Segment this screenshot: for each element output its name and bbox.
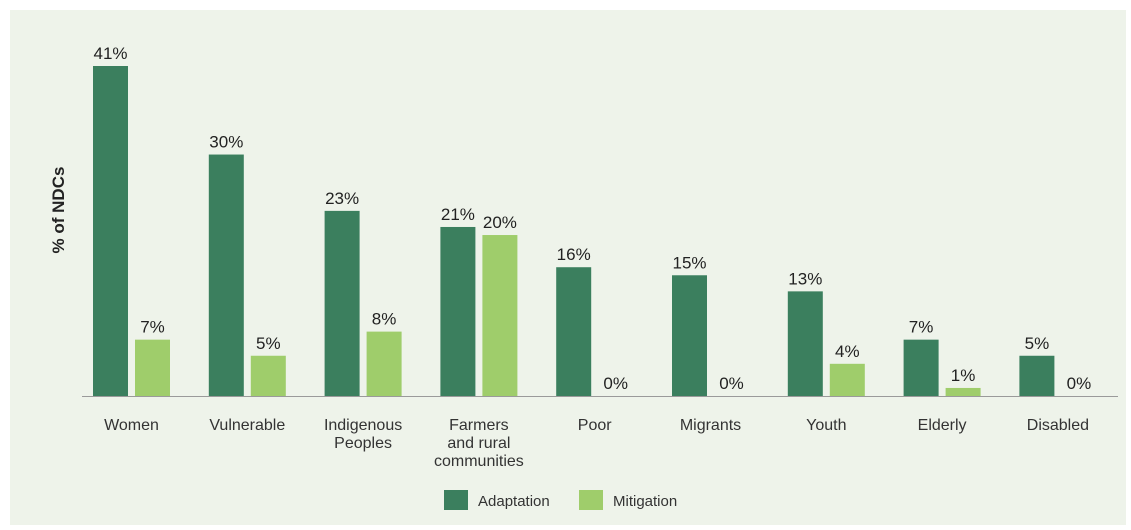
category-label-3: Farmers and rural communities: [434, 417, 524, 470]
value-label-adaptation-6: 13%: [788, 269, 822, 288]
bar-mitigation-6: [829, 363, 865, 396]
category-label-8: Disabled: [1027, 417, 1089, 434]
value-label-mitigation-1: 5%: [256, 334, 281, 353]
value-label-adaptation-3: 21%: [441, 205, 475, 224]
value-label-adaptation-2: 23%: [325, 189, 359, 208]
chart-panel: % of NDCs 41% 30% 23% 21% 16% 15% 13% 7% 5% 7% 5% 8%…: [10, 10, 1126, 525]
value-label-adaptation-8: 5%: [1025, 334, 1050, 353]
legend-label-mitigation: Mitigation: [613, 493, 677, 510]
bar-adaptation-0: [93, 66, 128, 396]
legend-swatch-adaptation: [444, 490, 468, 510]
bar-mitigation-0: [135, 339, 170, 396]
bar-adaptation-6: [787, 291, 823, 396]
value-label-adaptation-4: 16%: [557, 245, 591, 264]
value-label-mitigation-7: 1%: [951, 366, 976, 385]
value-label-adaptation-7: 7%: [909, 318, 934, 337]
value-label-mitigation-8: 0%: [1067, 374, 1092, 393]
value-label-adaptation-1: 30%: [209, 133, 243, 152]
bar-mitigation-1: [250, 355, 286, 396]
bar-adaptation-3: [440, 226, 476, 396]
bar-adaptation-1: [208, 154, 244, 396]
bar-adaptation-2: [324, 210, 360, 396]
legend-label-adaptation: Adaptation: [478, 493, 550, 510]
category-label-0: Women: [104, 417, 159, 434]
category-label-1: Vulnerable: [209, 417, 285, 434]
legend-swatch-mitigation: [579, 490, 603, 510]
value-label-mitigation-0: 7%: [140, 318, 165, 337]
category-label-5: Migrants: [680, 417, 741, 434]
bar-adaptation-5: [672, 275, 707, 396]
bar-adaptation-7: [903, 339, 939, 396]
bar-chart: % of NDCs 41% 30% 23% 21% 16% 15% 13% 7% 5% 7% 5% 8%…: [49, 44, 1118, 510]
value-label-adaptation-5: 15%: [672, 253, 706, 272]
value-label-mitigation-5: 0%: [719, 374, 744, 393]
bar-adaptation-4: [556, 267, 592, 396]
y-axis-label: % of NDCs: [49, 167, 68, 254]
value-label-adaptation-0: 41%: [93, 44, 127, 63]
bar-mitigation-3: [482, 235, 518, 396]
category-label-6: Youth: [806, 417, 846, 434]
bar-mitigation-2: [366, 331, 402, 396]
value-label-mitigation-6: 4%: [835, 342, 860, 361]
value-label-mitigation-3: 20%: [483, 213, 517, 232]
category-label-2: Indigenous Peoples: [324, 417, 402, 452]
value-label-mitigation-4: 0%: [603, 374, 628, 393]
value-label-mitigation-2: 8%: [372, 310, 397, 329]
category-label-4: Poor: [578, 417, 612, 434]
category-label-7: Elderly: [918, 417, 967, 434]
bar-mitigation-7: [945, 387, 981, 396]
bar-adaptation-8: [1019, 355, 1055, 396]
